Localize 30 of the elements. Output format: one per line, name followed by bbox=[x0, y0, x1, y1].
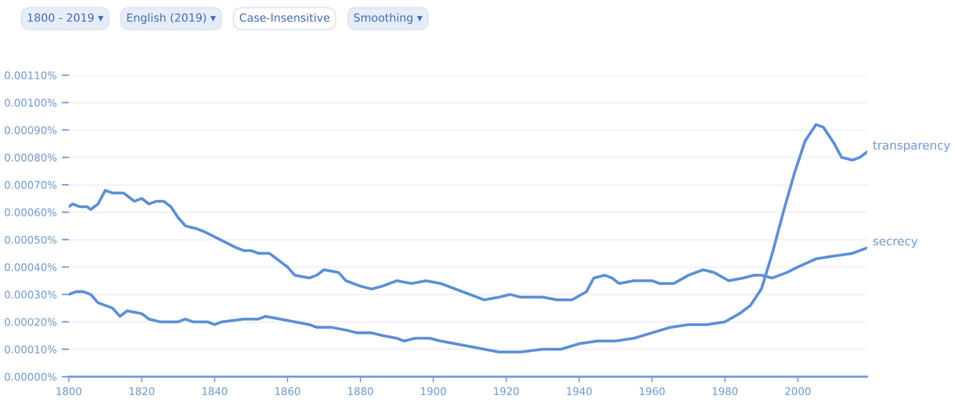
x-tick-label: 2000 bbox=[785, 387, 810, 396]
y-tick-label: 0.00090% bbox=[4, 126, 56, 134]
text: English (2019) ▾ bbox=[127, 13, 216, 24]
y-tick-label: 0.00000% bbox=[4, 372, 56, 381]
y-tick-label: 0.00020% bbox=[4, 318, 56, 326]
x-tick-label: 1820 bbox=[130, 387, 154, 396]
y-tick-label: 0.00040% bbox=[4, 263, 56, 272]
line-series bbox=[68, 123, 868, 354]
series-label: secrecy bbox=[873, 238, 918, 248]
y-tick-label: 0.00070% bbox=[4, 181, 56, 189]
text: Smoothing ▾ bbox=[354, 13, 422, 24]
y-tick-label: 0.00080% bbox=[4, 154, 56, 162]
y-tick-label: 0.00060% bbox=[4, 208, 56, 216]
x-tick-label: 1920 bbox=[494, 387, 519, 396]
text: 1800 - 2019 ▾ bbox=[28, 13, 104, 22]
text: Case-Insensitive bbox=[240, 13, 330, 22]
y-tick-label: 0.00110% bbox=[4, 71, 56, 80]
y-tick-label: 0.00030% bbox=[4, 290, 56, 299]
x-tick-label: 1860 bbox=[275, 387, 300, 396]
x-tick-label: 1800 bbox=[56, 387, 82, 396]
x-tick-label: 1980 bbox=[712, 387, 738, 396]
y-tick-label: 0.00050% bbox=[4, 236, 56, 244]
x-tick-label: 1900 bbox=[421, 387, 446, 396]
series-label: transparency bbox=[872, 141, 950, 152]
x-tick-label: 1960 bbox=[640, 387, 665, 396]
x-tick-label: 1840 bbox=[202, 387, 228, 396]
y-tick-label: 0.00010% bbox=[4, 345, 56, 354]
x-tick-label: 1940 bbox=[567, 387, 592, 396]
x-tick-label: 1880 bbox=[348, 387, 373, 396]
y-tick-label: 0.00100% bbox=[4, 98, 56, 107]
